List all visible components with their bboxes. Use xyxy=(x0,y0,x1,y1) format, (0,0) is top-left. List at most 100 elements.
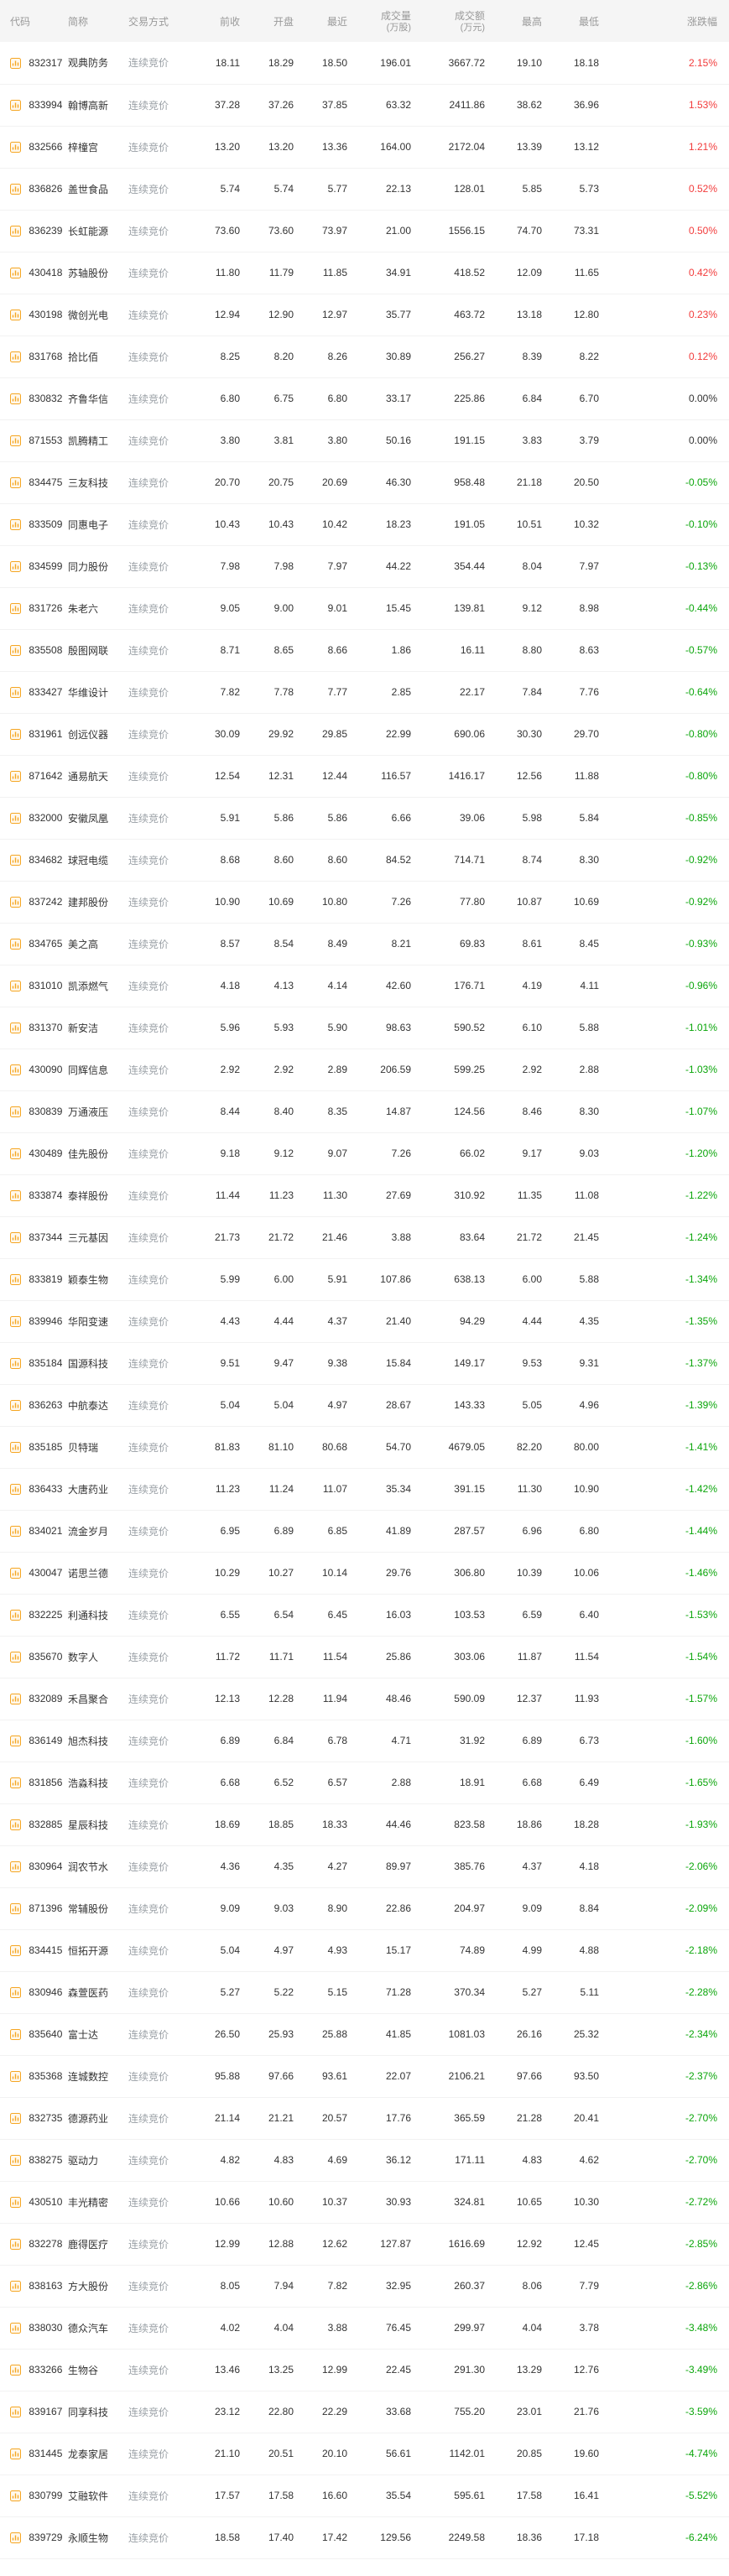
table-row[interactable]: 833994 翰博高新 连续竞价 37.28 37.26 37.85 63.32… xyxy=(0,84,729,126)
stock-code[interactable]: 833509 xyxy=(29,518,63,531)
table-row[interactable]: 831961 创远仪器 连续竞价 30.09 29.92 29.85 22.99… xyxy=(0,713,729,755)
stock-name[interactable]: 齐鲁华信 xyxy=(68,393,109,405)
kline-icon[interactable] xyxy=(10,141,21,153)
kline-icon[interactable] xyxy=(10,2238,21,2250)
stock-name[interactable]: 大唐药业 xyxy=(68,1483,109,1496)
kline-icon[interactable] xyxy=(10,2532,21,2543)
stock-name[interactable]: 凯腾精工 xyxy=(68,435,109,447)
stock-name[interactable]: 润农节水 xyxy=(68,1860,109,1873)
kline-icon[interactable] xyxy=(10,1777,21,1788)
table-row[interactable]: 833874 泰祥股份 连续竞价 11.44 11.23 11.30 27.69… xyxy=(0,1174,729,1216)
kline-icon[interactable] xyxy=(10,686,21,698)
stock-code[interactable]: 831961 xyxy=(29,728,63,741)
table-row[interactable]: 830839 万通液压 连续竞价 8.44 8.40 8.35 14.87 12… xyxy=(0,1090,729,1132)
stock-code[interactable]: 830799 xyxy=(29,2490,63,2502)
stock-name[interactable]: 翰博高新 xyxy=(68,99,109,112)
table-row[interactable]: 830832 齐鲁华信 连续竞价 6.80 6.75 6.80 33.17 22… xyxy=(0,377,729,419)
kline-icon[interactable] xyxy=(10,2070,21,2082)
kline-icon[interactable] xyxy=(10,560,21,572)
table-row[interactable]: 430489 佳先股份 连续竞价 9.18 9.12 9.07 7.26 66.… xyxy=(0,1132,729,1174)
stock-name[interactable]: 拾比佰 xyxy=(68,351,99,363)
kline-icon[interactable] xyxy=(10,1651,21,1663)
stock-name[interactable]: 安徽凤凰 xyxy=(68,812,109,825)
stock-name[interactable]: 数字人 xyxy=(68,1651,99,1663)
table-row[interactable]: 832735 德源药业 连续竞价 21.14 21.21 20.57 17.76… xyxy=(0,2097,729,2139)
stock-code[interactable]: 835185 xyxy=(29,1441,63,1454)
table-row[interactable]: 835640 富士达 连续竞价 26.50 25.93 25.88 41.85 … xyxy=(0,2013,729,2055)
kline-icon[interactable] xyxy=(10,1273,21,1285)
kline-icon[interactable] xyxy=(10,602,21,614)
kline-icon[interactable] xyxy=(10,1022,21,1033)
kline-icon[interactable] xyxy=(10,393,21,404)
stock-name[interactable]: 德众汽车 xyxy=(68,2322,109,2334)
kline-icon[interactable] xyxy=(10,309,21,320)
table-row[interactable]: 835508 殷图网联 连续竞价 8.71 8.65 8.66 1.86 16.… xyxy=(0,629,729,671)
stock-name[interactable]: 三元基因 xyxy=(68,1231,109,1244)
stock-name[interactable]: 梓橦宫 xyxy=(68,141,99,154)
stock-code[interactable]: 430510 xyxy=(29,2196,63,2209)
stock-name[interactable]: 三友科技 xyxy=(68,476,109,489)
stock-code[interactable]: 835508 xyxy=(29,644,63,657)
kline-icon[interactable] xyxy=(10,2448,21,2459)
stock-code[interactable]: 836263 xyxy=(29,1399,63,1412)
table-row[interactable]: 430198 微创光电 连续竞价 12.94 12.90 12.97 35.77… xyxy=(0,294,729,336)
table-row[interactable]: 832225 利通科技 连续竞价 6.55 6.54 6.45 16.03 10… xyxy=(0,1594,729,1636)
kline-icon[interactable] xyxy=(10,2154,21,2166)
col-header-high[interactable]: 最高 xyxy=(497,0,554,42)
table-row[interactable]: 835670 数字人 连续竞价 11.72 11.71 11.54 25.86 … xyxy=(0,1636,729,1678)
stock-code[interactable]: 839946 xyxy=(29,1315,63,1328)
kline-icon[interactable] xyxy=(10,1567,21,1579)
stock-code[interactable]: 430198 xyxy=(29,309,63,321)
stock-name[interactable]: 创远仪器 xyxy=(68,728,109,741)
kline-icon[interactable] xyxy=(10,2322,21,2334)
table-row[interactable]: 834415 恒拓开源 连续竞价 5.04 4.97 4.93 15.17 74… xyxy=(0,1929,729,1971)
stock-name[interactable]: 常辅股份 xyxy=(68,1902,109,1915)
table-row[interactable]: 871553 凯腾精工 连续竞价 3.80 3.81 3.80 50.16 19… xyxy=(0,419,729,461)
kline-icon[interactable] xyxy=(10,518,21,530)
stock-code[interactable]: 833266 xyxy=(29,2364,63,2376)
table-row[interactable]: 835184 国源科技 连续竞价 9.51 9.47 9.38 15.84 14… xyxy=(0,1342,729,1384)
table-row[interactable]: 430510 丰光精密 连续竞价 10.66 10.60 10.37 30.93… xyxy=(0,2181,729,2223)
stock-name[interactable]: 同惠电子 xyxy=(68,518,109,531)
col-header-change-pct[interactable]: 涨跌幅 xyxy=(611,0,729,42)
kline-icon[interactable] xyxy=(10,2490,21,2501)
stock-code[interactable]: 832278 xyxy=(29,2238,63,2251)
stock-code[interactable]: 834682 xyxy=(29,854,63,866)
table-row[interactable]: 833427 华维设计 连续竞价 7.82 7.78 7.77 2.85 22.… xyxy=(0,671,729,713)
table-row[interactable]: 832089 禾昌聚合 连续竞价 12.13 12.28 11.94 48.46… xyxy=(0,1678,729,1720)
kline-icon[interactable] xyxy=(10,267,21,278)
stock-name[interactable]: 新安洁 xyxy=(68,1022,99,1034)
kline-icon[interactable] xyxy=(10,980,21,991)
table-row[interactable]: 835185 贝特瑞 连续竞价 81.83 81.10 80.68 54.70 … xyxy=(0,1426,729,1468)
kline-icon[interactable] xyxy=(10,896,21,908)
table-row[interactable]: 838163 方大股份 连续竞价 8.05 7.94 7.82 32.95 26… xyxy=(0,2265,729,2307)
col-header-last[interactable]: 最近 xyxy=(305,0,359,42)
stock-name[interactable]: 中航泰达 xyxy=(68,1399,109,1412)
table-row[interactable]: 831856 浩淼科技 连续竞价 6.68 6.52 6.57 2.88 18.… xyxy=(0,1762,729,1803)
stock-code[interactable]: 832885 xyxy=(29,1819,63,1831)
kline-icon[interactable] xyxy=(10,1106,21,1117)
stock-code[interactable]: 833874 xyxy=(29,1189,63,1202)
stock-code[interactable]: 832089 xyxy=(29,1693,63,1705)
stock-name[interactable]: 朱老六 xyxy=(68,602,99,615)
stock-name[interactable]: 鹿得医疗 xyxy=(68,2238,109,2251)
stock-name[interactable]: 龙泰家居 xyxy=(68,2448,109,2460)
table-row[interactable]: 831445 龙泰家居 连续竞价 21.10 20.51 20.10 56.61… xyxy=(0,2433,729,2475)
stock-code[interactable]: 834415 xyxy=(29,1944,63,1957)
kline-icon[interactable] xyxy=(10,938,21,950)
table-row[interactable]: 836263 中航泰达 连续竞价 5.04 5.04 4.97 28.67 14… xyxy=(0,1384,729,1426)
stock-name[interactable]: 同力股份 xyxy=(68,560,109,573)
stock-name[interactable]: 禾昌聚合 xyxy=(68,1693,109,1705)
stock-code[interactable]: 430047 xyxy=(29,1567,63,1579)
table-row[interactable]: 839946 华阳变速 连续竞价 4.43 4.44 4.37 21.40 94… xyxy=(0,1300,729,1342)
kline-icon[interactable] xyxy=(10,1357,21,1369)
table-row[interactable]: 834599 同力股份 连续竞价 7.98 7.98 7.97 44.22 35… xyxy=(0,545,729,587)
table-row[interactable]: 834765 美之高 连续竞价 8.57 8.54 8.49 8.21 69.8… xyxy=(0,923,729,965)
stock-name[interactable]: 华维设计 xyxy=(68,686,109,699)
stock-code[interactable]: 430489 xyxy=(29,1147,63,1160)
stock-name[interactable]: 长虹能源 xyxy=(68,225,109,237)
table-row[interactable]: 871642 通易航天 连续竞价 12.54 12.31 12.44 116.5… xyxy=(0,755,729,797)
stock-code[interactable]: 832225 xyxy=(29,1609,63,1621)
stock-code[interactable]: 871553 xyxy=(29,435,63,447)
table-row[interactable]: 836433 大唐药业 连续竞价 11.23 11.24 11.07 35.34… xyxy=(0,1468,729,1510)
